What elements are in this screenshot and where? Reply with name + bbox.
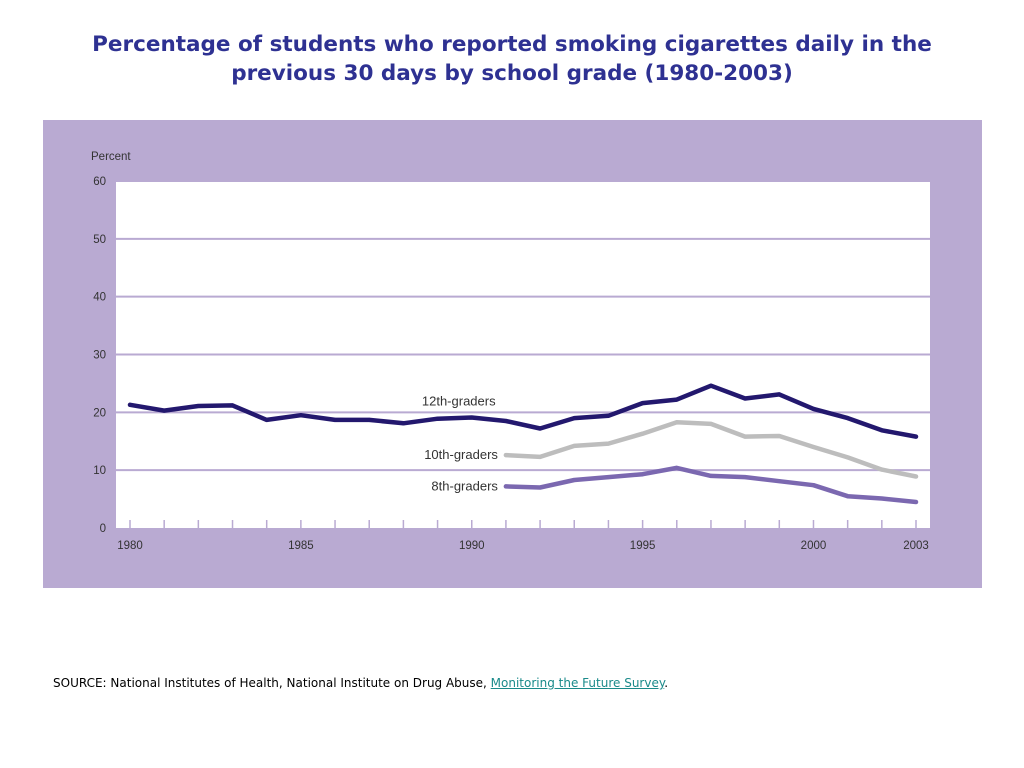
data-point [469, 415, 474, 420]
data-point [572, 443, 577, 448]
y-tick-label: 50 [93, 234, 106, 246]
data-point [708, 421, 713, 426]
data-point [674, 465, 679, 470]
data-point [503, 484, 508, 489]
series-label: 8th-graders [431, 478, 498, 493]
data-point [674, 420, 679, 425]
data-point [538, 426, 543, 431]
x-tick-label: 1980 [117, 540, 143, 552]
data-point [606, 441, 611, 446]
data-point [128, 402, 132, 407]
data-point [640, 431, 645, 436]
x-tick-label: 1995 [630, 540, 656, 552]
data-point [230, 403, 235, 408]
data-point [845, 416, 850, 421]
data-point [777, 392, 782, 397]
data-point [640, 401, 645, 406]
data-point [879, 467, 884, 472]
data-point [503, 453, 508, 458]
data-point [298, 413, 303, 418]
data-point [845, 494, 850, 499]
data-point [435, 416, 440, 421]
data-point [538, 454, 543, 459]
y-tick-label: 20 [93, 407, 106, 419]
data-point [914, 499, 918, 504]
data-point [196, 403, 201, 408]
source-note: SOURCE: National Institutes of Health, N… [53, 676, 668, 690]
x-tick-label: 2003 [903, 540, 929, 552]
data-point [879, 496, 884, 501]
data-point [777, 434, 782, 439]
data-point [333, 417, 338, 422]
y-tick-label: 40 [93, 292, 106, 304]
y-tick-label: 0 [100, 523, 106, 535]
data-point [879, 428, 884, 433]
data-point [538, 485, 543, 490]
y-tick-label: 30 [93, 350, 106, 362]
x-tick-label: 1990 [459, 540, 485, 552]
data-point [162, 408, 167, 413]
x-tick-label: 1985 [288, 540, 314, 552]
data-point [914, 434, 918, 439]
data-point [264, 417, 269, 422]
x-tick-label: 2000 [801, 540, 827, 552]
series-label: 12th-graders [422, 394, 496, 409]
data-point [914, 474, 918, 479]
y-axis-label: Percent [91, 151, 131, 163]
y-tick-label: 60 [93, 176, 106, 188]
line-chart: 0 10 20 30 40 50 60 Percent 1980 1985 1990 1995 2000… [43, 120, 982, 588]
data-point [674, 397, 679, 402]
data-point [401, 421, 406, 426]
data-point [640, 472, 645, 477]
data-point [845, 455, 850, 460]
data-point [503, 419, 508, 424]
data-point [811, 406, 816, 411]
data-point [811, 483, 816, 488]
data-point [743, 475, 748, 480]
source-text: SOURCE: National Institutes of Health, N… [53, 676, 491, 690]
chart-panel: 0 10 20 30 40 50 60 Percent 1980 1985 1990 1995 2000… [43, 120, 982, 588]
data-point [743, 434, 748, 439]
data-point [811, 445, 816, 450]
source-link[interactable]: Monitoring the Future Survey [490, 676, 665, 690]
data-point [572, 477, 577, 482]
series-label: 10th-graders [424, 447, 498, 462]
data-point [572, 416, 577, 421]
data-point [367, 417, 372, 422]
series-line [127, 383, 919, 439]
data-point [743, 396, 748, 401]
y-tick-label: 10 [93, 465, 106, 477]
data-point [777, 479, 782, 484]
source-suffix: . [664, 676, 669, 690]
data-point [708, 473, 713, 478]
data-point [606, 413, 611, 418]
data-point [606, 475, 611, 480]
data-point [708, 383, 713, 388]
page-title: Percentage of students who reported smok… [92, 32, 932, 86]
